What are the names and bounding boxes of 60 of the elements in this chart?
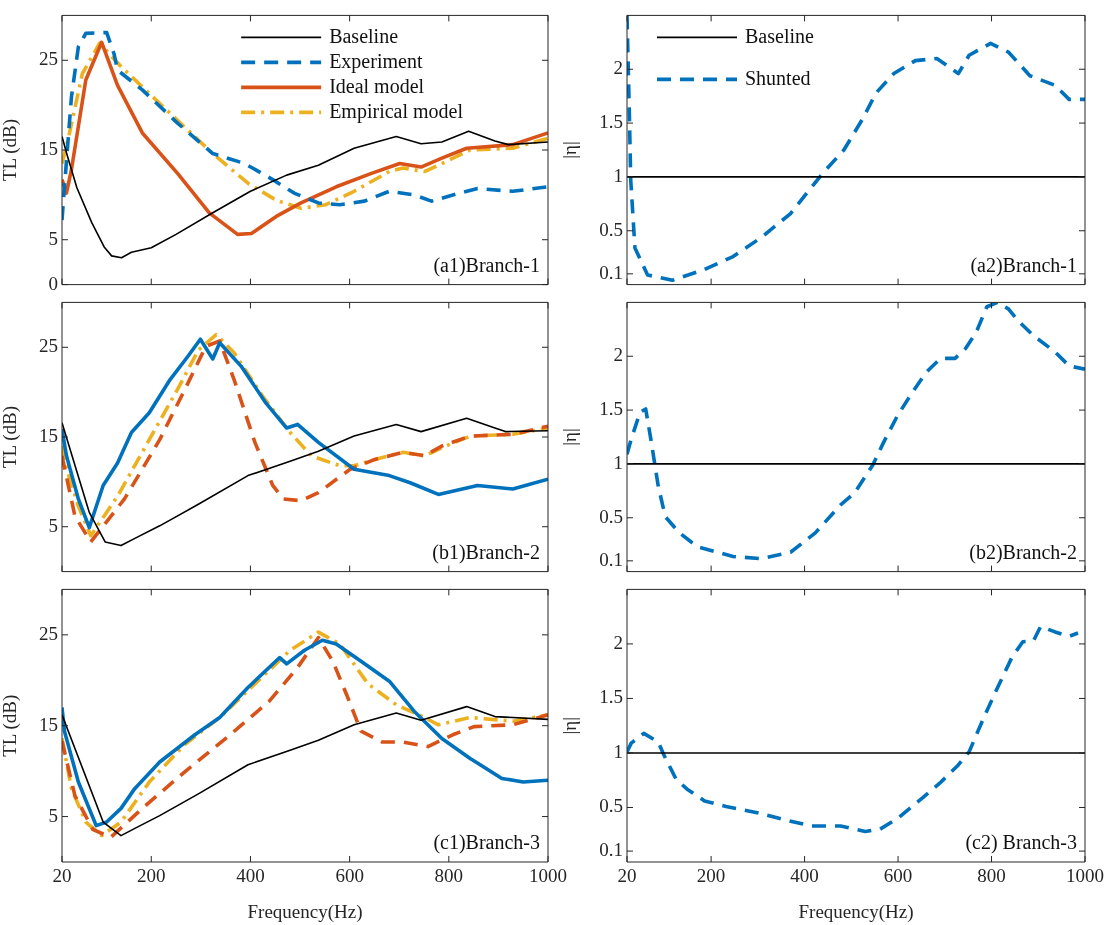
legend-label: Baseline bbox=[745, 24, 814, 47]
y-tick-label: 0.1 bbox=[599, 548, 623, 570]
y-tick-label: 1 bbox=[613, 451, 623, 473]
annotation: (b1)Branch-2 bbox=[432, 540, 540, 564]
x-tick-label: 600 bbox=[883, 865, 913, 887]
x-tick-label: 800 bbox=[977, 865, 1006, 887]
x-tick-label: 400 bbox=[236, 865, 265, 887]
legend-label: Experiment bbox=[329, 49, 423, 73]
line-series bbox=[627, 15, 1085, 283]
y-tick-label: 0.1 bbox=[599, 261, 623, 283]
annotation: (c1)Branch-3 bbox=[433, 831, 540, 855]
y-tick-label: 0.5 bbox=[599, 218, 623, 240]
y-tick-label: 5 bbox=[48, 804, 58, 826]
y-tick-label: 1.5 bbox=[599, 398, 623, 420]
annotation: (b2)Branch-2 bbox=[969, 540, 1077, 564]
y-tick-label: 0.5 bbox=[599, 505, 623, 527]
annotation: (c2) Branch-3 bbox=[965, 831, 1077, 855]
y-axis-title: |η| bbox=[559, 141, 581, 159]
x-tick-label: 200 bbox=[696, 865, 726, 887]
x-tick-label: 800 bbox=[434, 865, 464, 887]
line-series bbox=[627, 302, 1085, 561]
y-tick-label: 2 bbox=[613, 57, 623, 79]
y-axis-title: |η| bbox=[559, 716, 581, 735]
y-tick-label: 2 bbox=[613, 631, 623, 653]
x-tick-label: 20 bbox=[617, 865, 637, 887]
x-tick-label: 1000 bbox=[529, 865, 567, 887]
legend-label: Ideal model bbox=[329, 74, 425, 97]
legend-label: Shunted bbox=[745, 66, 811, 89]
x-tick-label: 20 bbox=[52, 865, 72, 887]
y-tick-label: 0.1 bbox=[599, 839, 623, 861]
x-tick-label: 600 bbox=[335, 865, 364, 887]
y-axis-title: TL (dB) bbox=[0, 118, 22, 182]
x-tick-label: 400 bbox=[790, 865, 819, 887]
y-tick-label: 15 bbox=[39, 424, 58, 446]
y-tick-label: 15 bbox=[39, 137, 58, 159]
y-tick-label: 5 bbox=[48, 514, 58, 536]
y-tick-label: 1 bbox=[613, 164, 623, 186]
y-tick-label: 1.5 bbox=[599, 111, 623, 133]
y-tick-label: 5 bbox=[48, 227, 58, 249]
annotation: (a2)Branch-1 bbox=[970, 253, 1077, 277]
y-tick-label: 25 bbox=[39, 48, 58, 70]
y-tick-label: 2 bbox=[613, 344, 623, 366]
x-axis-title: Frequency(Hz) bbox=[247, 900, 363, 923]
y-tick-label: 25 bbox=[39, 622, 58, 644]
annotation: (a1)Branch-1 bbox=[433, 253, 540, 277]
legend-label: Empirical model bbox=[329, 99, 464, 123]
y-tick-label: 1.5 bbox=[599, 686, 623, 708]
y-tick-label: 15 bbox=[39, 713, 58, 735]
y-axis-title: TL (dB) bbox=[0, 405, 22, 469]
x-tick-label: 1000 bbox=[1066, 865, 1104, 887]
y-tick-label: 0 bbox=[48, 272, 58, 294]
legend-label: Baseline bbox=[329, 24, 399, 47]
y-tick-label: 1 bbox=[613, 740, 623, 762]
y-axis-title: |η| bbox=[559, 428, 581, 446]
x-tick-label: 200 bbox=[137, 865, 166, 887]
y-axis-title: TL (dB) bbox=[0, 694, 22, 757]
line-series bbox=[627, 624, 1080, 834]
x-axis-title: Frequency(Hz) bbox=[798, 900, 914, 923]
y-tick-label: 25 bbox=[39, 335, 58, 357]
y-tick-label: 0.5 bbox=[599, 795, 623, 817]
